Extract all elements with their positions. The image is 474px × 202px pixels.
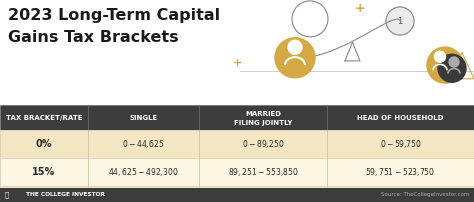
Text: $0 - $44,625: $0 - $44,625 bbox=[122, 138, 164, 150]
Text: $0 - $89,250: $0 - $89,250 bbox=[242, 138, 284, 150]
Text: $59,751 - $523,750: $59,751 - $523,750 bbox=[365, 166, 436, 178]
FancyBboxPatch shape bbox=[88, 130, 199, 158]
FancyBboxPatch shape bbox=[88, 185, 199, 202]
Text: 20%: 20% bbox=[32, 194, 55, 202]
FancyBboxPatch shape bbox=[327, 185, 474, 202]
Circle shape bbox=[275, 38, 315, 78]
Text: +: + bbox=[355, 2, 365, 15]
Text: SINGLE: SINGLE bbox=[129, 115, 157, 121]
Text: 2023 Long-Term Capital: 2023 Long-Term Capital bbox=[8, 8, 220, 23]
FancyBboxPatch shape bbox=[199, 158, 327, 185]
Text: $44,625 - $492,300: $44,625 - $492,300 bbox=[108, 166, 179, 178]
Text: TAX BRACKET/RATE: TAX BRACKET/RATE bbox=[6, 115, 82, 121]
FancyBboxPatch shape bbox=[0, 158, 88, 185]
Text: $523,751+: $523,751+ bbox=[379, 195, 422, 202]
Text: Source: TheCollegeInvestor.com: Source: TheCollegeInvestor.com bbox=[381, 193, 469, 197]
FancyBboxPatch shape bbox=[327, 105, 474, 130]
Circle shape bbox=[438, 54, 466, 82]
FancyBboxPatch shape bbox=[88, 158, 199, 185]
FancyBboxPatch shape bbox=[327, 130, 474, 158]
FancyBboxPatch shape bbox=[0, 188, 474, 202]
Circle shape bbox=[449, 57, 459, 67]
FancyBboxPatch shape bbox=[88, 105, 199, 130]
FancyBboxPatch shape bbox=[199, 185, 327, 202]
Text: +: + bbox=[233, 58, 243, 68]
Text: $492,301+: $492,301+ bbox=[122, 195, 164, 202]
Text: $89,251 - $553,850: $89,251 - $553,850 bbox=[228, 166, 298, 178]
Text: 🎓: 🎓 bbox=[5, 192, 9, 198]
Text: $0 - $59,750: $0 - $59,750 bbox=[380, 138, 421, 150]
Text: HEAD OF HOUSEHOLD: HEAD OF HOUSEHOLD bbox=[357, 115, 444, 121]
Text: FILING JOINTLY: FILING JOINTLY bbox=[234, 120, 292, 126]
FancyBboxPatch shape bbox=[0, 185, 88, 202]
Circle shape bbox=[435, 51, 446, 62]
Circle shape bbox=[288, 40, 302, 54]
Text: Gains Tax Brackets: Gains Tax Brackets bbox=[8, 30, 179, 45]
Text: 15%: 15% bbox=[32, 167, 55, 177]
FancyBboxPatch shape bbox=[0, 105, 88, 130]
Circle shape bbox=[386, 7, 414, 35]
Text: 0%: 0% bbox=[36, 139, 52, 149]
Text: THE COLLEGE INVESTOR: THE COLLEGE INVESTOR bbox=[26, 193, 105, 197]
Circle shape bbox=[427, 47, 463, 83]
FancyBboxPatch shape bbox=[199, 130, 327, 158]
Text: MARRIED: MARRIED bbox=[245, 111, 281, 117]
FancyBboxPatch shape bbox=[327, 158, 474, 185]
FancyBboxPatch shape bbox=[199, 105, 327, 130]
FancyBboxPatch shape bbox=[0, 130, 88, 158]
Text: $553,851+: $553,851+ bbox=[242, 195, 284, 202]
Text: 1: 1 bbox=[397, 17, 402, 25]
